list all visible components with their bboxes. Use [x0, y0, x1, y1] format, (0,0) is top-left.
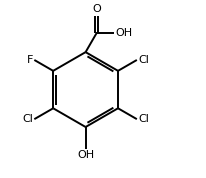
Text: OH: OH: [115, 28, 132, 38]
Text: OH: OH: [77, 150, 94, 161]
Text: Cl: Cl: [22, 114, 33, 124]
Text: F: F: [27, 55, 33, 65]
Text: Cl: Cl: [138, 114, 149, 124]
Text: O: O: [92, 4, 101, 14]
Text: Cl: Cl: [138, 55, 149, 65]
